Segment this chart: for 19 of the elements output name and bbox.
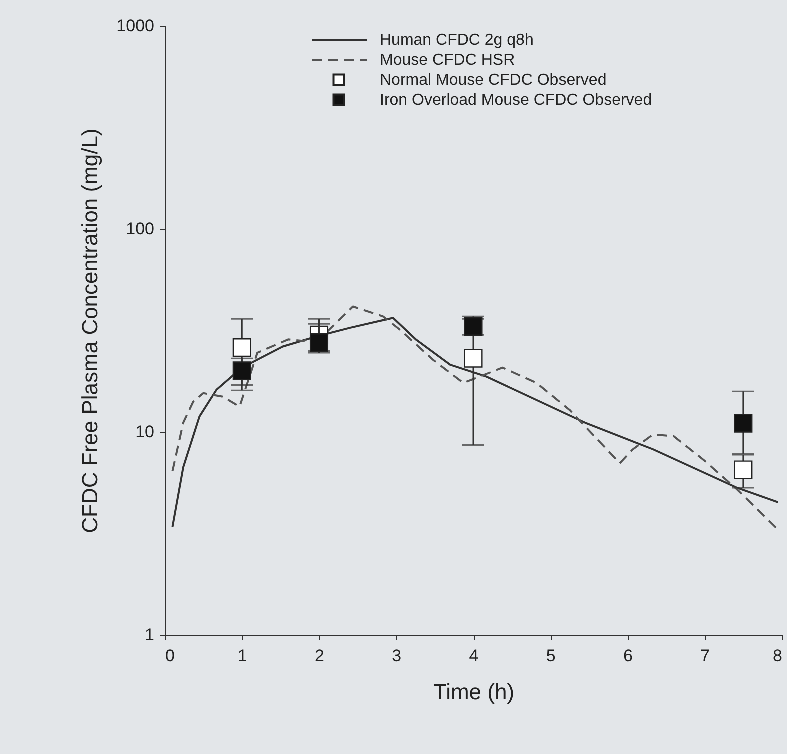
- x-tick-label: 1: [238, 646, 248, 666]
- y-tick-label: 1: [145, 626, 154, 644]
- x-tick-label: 0: [166, 646, 175, 666]
- y-tick-label: 10: [136, 422, 154, 442]
- x-tick-label: 5: [546, 646, 556, 666]
- x-tick-label: 6: [624, 646, 633, 666]
- y-tick-label: 100: [126, 220, 154, 238]
- legend-label: Iron Overload Mouse CFDC Observed: [380, 92, 652, 109]
- legend-label: Human CFDC 2g q8h: [380, 32, 534, 49]
- x-tick-label: 2: [315, 646, 324, 666]
- x-tick-label: 7: [700, 646, 710, 666]
- legend-label: Normal Mouse CFDC Observed: [380, 72, 607, 89]
- y-axis-title: CFDC Free Plasma Concentration (mg/L): [78, 128, 103, 534]
- x-axis-title: Time (h): [433, 680, 515, 704]
- x-tick-label: 4: [469, 646, 479, 666]
- x-tick-label: 8: [773, 646, 782, 666]
- y-tick-label: 1000: [116, 16, 154, 36]
- legend-label: Mouse CFDC HSR: [380, 52, 516, 69]
- x-tick-label: 3: [392, 646, 402, 666]
